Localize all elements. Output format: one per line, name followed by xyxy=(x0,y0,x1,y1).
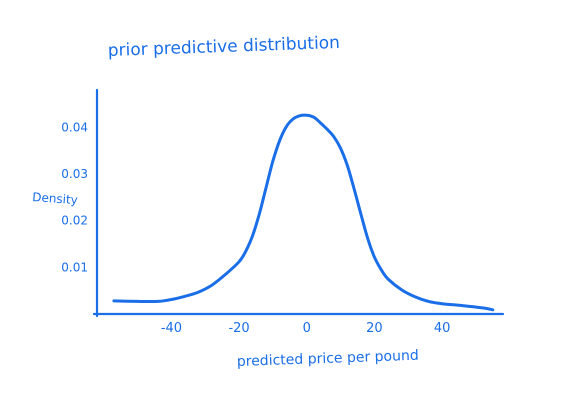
plot-area xyxy=(112,113,495,312)
y-tick-label: 0.01 xyxy=(61,260,88,274)
x-tick-label: -40 xyxy=(161,321,182,336)
x-tick-label: 40 xyxy=(434,321,451,336)
y-tick-label: 0.04 xyxy=(61,120,88,134)
x-tick-labels: -40 -20 0 20 40 xyxy=(161,321,451,336)
y-axis-label: Density xyxy=(32,190,78,207)
x-tick-label: -20 xyxy=(228,321,249,336)
density-curve xyxy=(112,113,495,312)
y-tick-label: 0.02 xyxy=(61,214,88,228)
x-tick-label: 0 xyxy=(303,321,311,336)
y-tick-label: 0.03 xyxy=(61,167,88,181)
x-axis-label: predicted price per pound xyxy=(237,348,419,370)
chart-title: prior predictive distribution xyxy=(107,33,340,61)
y-tick-labels: 0.01 0.02 0.03 0.04 xyxy=(61,120,88,274)
x-tick-label: 20 xyxy=(366,321,383,336)
